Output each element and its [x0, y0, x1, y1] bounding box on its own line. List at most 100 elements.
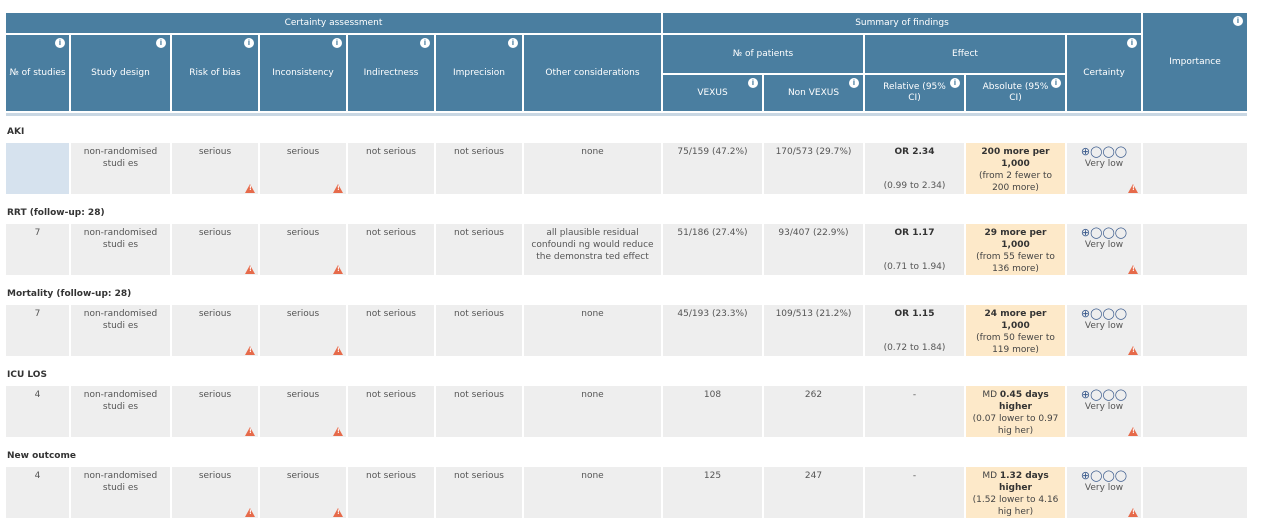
warning-icon[interactable] — [245, 265, 255, 274]
row-spacer — [6, 275, 1247, 283]
warning-icon[interactable] — [333, 346, 343, 355]
certainty-rating-label: Very low — [1084, 159, 1124, 169]
relative-effect-value: - — [912, 390, 917, 400]
absolute-effect-cell: MD 0.45 days higher (0.07 lower to 0.97 h… — [966, 386, 1065, 437]
warning-icon[interactable] — [245, 346, 255, 355]
certainty-rating-label: Very low — [1084, 321, 1124, 331]
risk-of-bias-cell: serious — [172, 386, 258, 437]
outcome-title-row: ICU LOS — [6, 364, 1247, 386]
outcome-title-row: Mortality (follow-up: 28) — [6, 283, 1247, 305]
absolute-header: i Absolute (95% CI) — [966, 75, 1065, 113]
indirectness-header: i Indirectness — [348, 35, 434, 113]
certainty-rating-label: Very low — [1084, 402, 1124, 412]
vexus-cell: 51/186 (27.4%) — [663, 224, 762, 275]
absolute-effect-value: 29 more per 1,000 — [984, 228, 1047, 250]
absolute-effect-value: 0.45 days higher — [999, 390, 1049, 412]
imprecision-header: i Imprecision — [436, 35, 522, 113]
relative-effect-ci: (0.72 to 1.84) — [883, 343, 946, 353]
other-considerations-cell: none — [524, 467, 661, 518]
certainty-header: i Certainty — [1067, 35, 1141, 113]
certainty-cell: ⊕◯◯◯ Very low — [1067, 305, 1141, 356]
absolute-effect-cell: MD 1.32 days higher (1.52 lower to 4.16 h… — [966, 467, 1065, 518]
num-studies-header: i № of studies — [6, 35, 69, 113]
warning-icon[interactable] — [333, 265, 343, 274]
info-icon[interactable]: i — [244, 38, 254, 48]
outcome-title: RRT (follow-up: 28) — [6, 202, 1247, 224]
certainty-cell: ⊕◯◯◯ Very low — [1067, 386, 1141, 437]
other-considerations-header: Other considerations — [524, 35, 661, 113]
absolute-effect-prefix: MD — [982, 471, 1000, 481]
warning-icon[interactable] — [245, 508, 255, 517]
risk-of-bias-value: serious — [198, 471, 232, 481]
non-vexus-cell: 93/407 (22.9%) — [764, 224, 863, 275]
info-icon[interactable]: i — [332, 38, 342, 48]
relative-effect-value: OR 1.17 — [894, 228, 935, 238]
imprecision-cell: not serious — [436, 386, 522, 437]
warning-icon[interactable] — [245, 184, 255, 193]
imprecision-label: Imprecision — [452, 67, 506, 78]
grade-evidence-table: Certainty assessment Summary of findings… — [4, 13, 1249, 518]
relative-effect-ci: (0.71 to 1.94) — [883, 262, 946, 272]
non-vexus-cell: 170/573 (29.7%) — [764, 143, 863, 194]
imprecision-cell: not serious — [436, 467, 522, 518]
absolute-effect-ci: (from 50 fewer to 119 more) — [976, 333, 1055, 355]
imprecision-cell: not serious — [436, 224, 522, 275]
absolute-effect-cell: 24 more per 1,000 (from 50 fewer to 119 m… — [966, 305, 1065, 356]
info-icon[interactable]: i — [508, 38, 518, 48]
certainty-assessment-header: Certainty assessment — [6, 13, 661, 35]
warning-icon[interactable] — [1128, 427, 1138, 436]
warning-icon[interactable] — [1128, 184, 1138, 193]
certainty-cell: ⊕◯◯◯ Very low — [1067, 143, 1141, 194]
certainty-rating-icon: ⊕◯◯◯ — [1080, 307, 1128, 320]
study-design-header: i Study design — [71, 35, 170, 113]
study-design-label: Study design — [91, 67, 150, 78]
warning-icon[interactable] — [1128, 265, 1138, 274]
importance-cell — [1143, 467, 1247, 518]
warning-icon[interactable] — [1128, 346, 1138, 355]
summary-of-findings-label: Summary of findings — [855, 17, 949, 28]
non-vexus-cell: 247 — [764, 467, 863, 518]
non-vexus-cell: 109/513 (21.2%) — [764, 305, 863, 356]
info-icon[interactable]: i — [849, 78, 859, 88]
risk-of-bias-label: Risk of bias — [189, 67, 241, 78]
importance-label: Importance — [1169, 56, 1221, 67]
absolute-effect-ci: (from 2 fewer to 200 more) — [978, 171, 1053, 193]
non-vexus-header: i Non VEXUS — [764, 75, 863, 113]
certainty-rating-label: Very low — [1084, 240, 1124, 250]
info-icon[interactable]: i — [1233, 16, 1243, 26]
warning-icon[interactable] — [333, 184, 343, 193]
risk-of-bias-value: serious — [198, 147, 232, 157]
info-icon[interactable]: i — [156, 38, 166, 48]
info-icon[interactable]: i — [1127, 38, 1137, 48]
relative-effect-value: OR 2.34 — [894, 147, 935, 157]
absolute-effect-ci: (from 55 fewer to 136 more) — [976, 252, 1055, 274]
inconsistency-value: serious — [286, 471, 320, 481]
other-considerations-cell: none — [524, 386, 661, 437]
warning-icon[interactable] — [333, 508, 343, 517]
other-considerations-label: Other considerations — [545, 67, 640, 78]
relative-effect-ci: (0.99 to 2.34) — [883, 181, 946, 191]
info-icon[interactable]: i — [950, 78, 960, 88]
absolute-effect-value: 200 more per 1,000 — [981, 147, 1050, 169]
info-icon[interactable]: i — [55, 38, 65, 48]
row-spacer — [6, 356, 1247, 364]
info-icon[interactable]: i — [420, 38, 430, 48]
study-design-cell: non-randomised studi es — [71, 386, 170, 437]
absolute-effect-value: 1.32 days higher — [999, 471, 1049, 493]
certainty-label: Certainty — [1083, 67, 1125, 78]
summary-of-findings-header: Summary of findings — [663, 13, 1141, 35]
warning-icon[interactable] — [1128, 508, 1138, 517]
vexus-cell: 45/193 (23.3%) — [663, 305, 762, 356]
warning-icon[interactable] — [333, 427, 343, 436]
info-icon[interactable]: i — [1051, 78, 1061, 88]
absolute-effect-value: 24 more per 1,000 — [984, 309, 1047, 331]
warning-icon[interactable] — [245, 427, 255, 436]
vexus-header: i VEXUS — [663, 75, 762, 113]
info-icon[interactable]: i — [748, 78, 758, 88]
inconsistency-cell: serious — [260, 224, 346, 275]
importance-cell — [1143, 143, 1247, 194]
